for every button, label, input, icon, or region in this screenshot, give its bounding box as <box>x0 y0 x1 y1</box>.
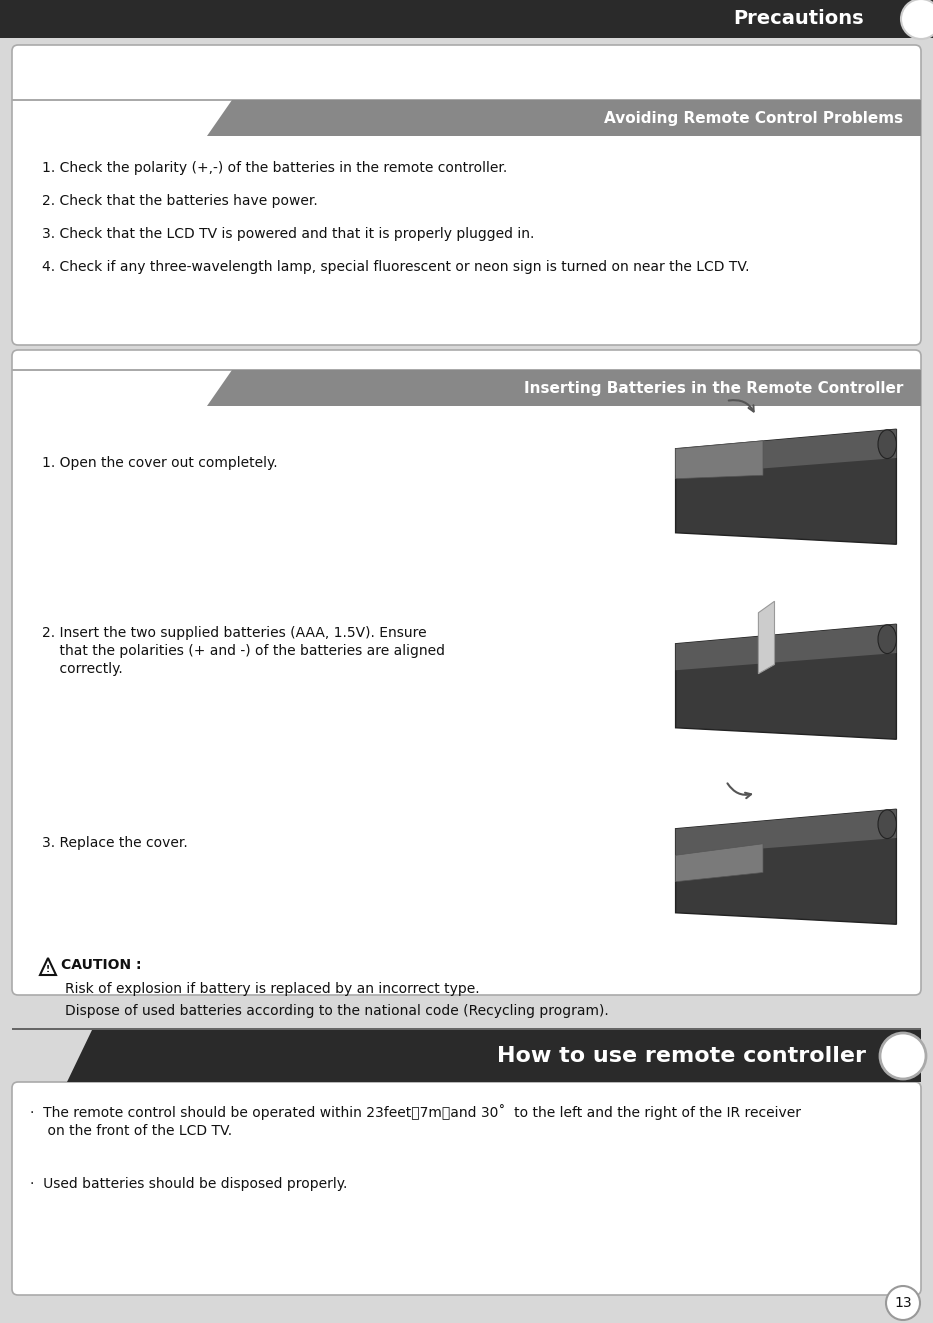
Polygon shape <box>675 429 897 544</box>
Text: Inserting Batteries in the Remote Controller: Inserting Batteries in the Remote Contro… <box>523 381 903 396</box>
Ellipse shape <box>878 624 897 654</box>
Polygon shape <box>207 101 921 136</box>
Text: correctly.: correctly. <box>42 662 123 676</box>
Bar <box>0 0 933 38</box>
Text: 3. Check that the LCD TV is powered and that it is properly plugged in.: 3. Check that the LCD TV is powered and … <box>42 228 535 241</box>
Polygon shape <box>660 0 933 38</box>
Text: on the front of the LCD TV.: on the front of the LCD TV. <box>30 1125 232 1138</box>
FancyBboxPatch shape <box>12 1082 921 1295</box>
Text: 13: 13 <box>894 1297 912 1310</box>
Polygon shape <box>67 1031 921 1082</box>
Text: CAUTION :: CAUTION : <box>61 958 142 972</box>
Text: ·  Used batteries should be disposed properly.: · Used batteries should be disposed prop… <box>30 1177 347 1191</box>
Text: How to use remote controller: How to use remote controller <box>497 1046 866 1066</box>
Polygon shape <box>675 624 897 671</box>
Polygon shape <box>675 441 763 479</box>
Polygon shape <box>675 624 897 740</box>
Bar <box>12 1028 921 1031</box>
FancyBboxPatch shape <box>12 45 921 345</box>
Polygon shape <box>675 810 897 855</box>
Text: Dispose of used batteries according to the national code (Recycling program).: Dispose of used batteries according to t… <box>65 1004 608 1017</box>
Text: !: ! <box>46 964 50 974</box>
Polygon shape <box>675 429 897 475</box>
Circle shape <box>886 1286 920 1320</box>
Circle shape <box>880 1033 926 1080</box>
Text: 1. Open the cover out completely.: 1. Open the cover out completely. <box>42 456 278 470</box>
Bar <box>12 369 921 370</box>
Text: Precautions: Precautions <box>733 9 864 29</box>
Ellipse shape <box>878 430 897 459</box>
Text: 1. Check the polarity (+,-) of the batteries in the remote controller.: 1. Check the polarity (+,-) of the batte… <box>42 161 508 175</box>
Polygon shape <box>675 810 897 925</box>
Bar <box>12 99 921 101</box>
Text: Avoiding Remote Control Problems: Avoiding Remote Control Problems <box>604 111 903 126</box>
Text: ·  The remote control should be operated within 23feet（7m）and 30˚  to the left a: · The remote control should be operated … <box>30 1103 801 1121</box>
Polygon shape <box>675 844 763 881</box>
Text: Risk of explosion if battery is replaced by an incorrect type.: Risk of explosion if battery is replaced… <box>65 982 480 996</box>
Polygon shape <box>207 370 921 406</box>
Text: 2. Check that the batteries have power.: 2. Check that the batteries have power. <box>42 194 318 208</box>
Polygon shape <box>759 601 774 673</box>
FancyBboxPatch shape <box>12 351 921 995</box>
Text: 3. Replace the cover.: 3. Replace the cover. <box>42 836 188 849</box>
Ellipse shape <box>878 810 897 839</box>
Text: 4. Check if any three-wavelength lamp, special fluorescent or neon sign is turne: 4. Check if any three-wavelength lamp, s… <box>42 261 749 274</box>
Text: 2. Insert the two supplied batteries (AAA, 1.5V). Ensure: 2. Insert the two supplied batteries (AA… <box>42 626 426 640</box>
Circle shape <box>901 0 933 38</box>
Text: that the polarities (+ and -) of the batteries are aligned: that the polarities (+ and -) of the bat… <box>42 644 445 658</box>
